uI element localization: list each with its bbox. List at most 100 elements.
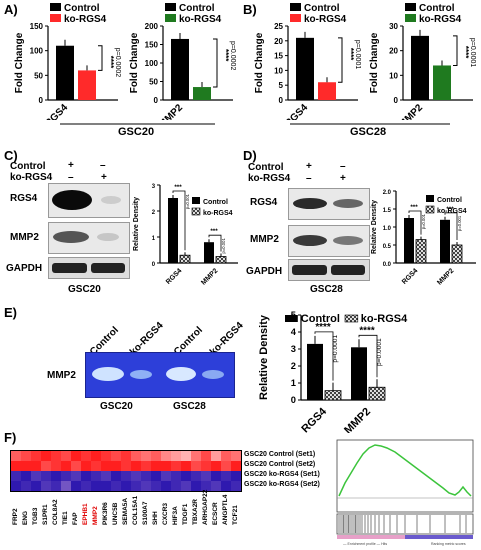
heatmap-cell <box>101 471 111 481</box>
legend-swatch-ko <box>50 14 61 22</box>
bar-ko <box>433 65 451 100</box>
heatmap-cell <box>121 471 131 481</box>
panel-label-b: B) <box>243 2 257 17</box>
f-rank-bar-neg <box>405 535 473 539</box>
heatmap-cell <box>141 471 151 481</box>
y-tick-label: 150 <box>30 22 44 31</box>
legend-swatch-ko <box>290 14 301 22</box>
bar-control <box>404 218 414 263</box>
f-legend-profile: — Enrichment profile — Hits <box>343 542 387 546</box>
heatmap-cell <box>31 461 41 471</box>
heatmap-cell <box>31 471 41 481</box>
sig-stars: *** <box>410 204 418 211</box>
c-plus-1: + <box>68 160 74 171</box>
legend-label-ko: ko-RGS4 <box>437 208 467 215</box>
heatmap-cell <box>231 461 241 471</box>
c-rgs4-label: RGS4 <box>10 193 38 204</box>
x-tick-label: MMP2 <box>342 406 373 433</box>
heatmap-cell <box>231 451 241 461</box>
heatmap-cell <box>111 481 121 491</box>
y-tick-label: 150 <box>145 41 159 50</box>
bar-ko <box>324 390 342 401</box>
heatmap-cell <box>81 481 91 491</box>
heatmap-cell <box>201 461 211 471</box>
legend-label-ko: ko-RGS4 <box>64 14 107 25</box>
gene-label: TGB3 <box>32 507 39 525</box>
heatmap-cell <box>131 481 141 491</box>
bar-control <box>56 45 74 100</box>
gene-label: SEMA5A <box>122 497 129 525</box>
gene-label: TIE1 <box>62 511 69 525</box>
p-value: p=0.0002 <box>229 41 236 70</box>
group-label-gsc20-a: GSC20 <box>118 126 155 138</box>
heatmap-cell <box>121 461 131 471</box>
c-group-label: GSC20 <box>68 284 101 295</box>
y-tick-label: 0 <box>394 96 399 105</box>
heatmap-cell <box>51 481 61 491</box>
y-axis-label: Fold Change <box>254 32 265 93</box>
legend-label-ko: ko-RGS4 <box>361 313 408 325</box>
heatmap-cell <box>211 481 221 491</box>
f-enrichment-plot: — Enrichment profile — Hits Ranking metr… <box>336 439 474 546</box>
group-label-gsc28-b: GSC28 <box>350 126 387 138</box>
heatmap-cell <box>41 481 51 491</box>
heatmap-cell <box>231 481 241 491</box>
heatmap-cell <box>41 451 51 461</box>
y-tick-label: 5 <box>291 310 296 320</box>
legend-swatch-control <box>192 197 200 204</box>
heatmap-cell <box>151 471 161 481</box>
f-row-label-3: GSC20 ko-RGS4 (Set1) <box>244 471 320 478</box>
heatmap-cell <box>141 451 151 461</box>
heatmap-cell <box>221 461 231 471</box>
f-row-label-1: GSC20 Control (Set1) <box>244 451 316 458</box>
x-tick-label: RGS4 <box>165 267 184 286</box>
p-value: p=0.001 <box>457 215 462 231</box>
gene-label: FAP <box>72 512 79 525</box>
heatmap-cell <box>201 471 211 481</box>
heatmap-cell <box>11 461 21 471</box>
y-tick-label: 4 <box>291 327 297 337</box>
legend-label-control: Control <box>437 197 462 204</box>
x-tick-label: MMP2 <box>200 267 219 286</box>
heatmap-cell <box>171 471 181 481</box>
heatmap-cell <box>171 481 181 491</box>
d-plus-1: + <box>306 161 312 172</box>
heatmap-cell <box>81 451 91 461</box>
gene-label: UNC5B <box>112 502 119 525</box>
sig-bracket <box>208 234 222 252</box>
y-tick-label: 10 <box>274 66 283 75</box>
heatmap-cell <box>111 451 121 461</box>
y-tick-label: 1 <box>152 236 156 242</box>
bar-control <box>307 343 323 400</box>
heatmap-cell <box>181 481 191 491</box>
legend-label-control: Control <box>304 3 340 14</box>
y-tick-label: 1.0 <box>383 226 392 232</box>
y-tick-label: 5 <box>279 81 284 90</box>
heatmap-cell <box>101 451 111 461</box>
heatmap-cell <box>191 451 201 461</box>
sig-stars: **** <box>346 48 355 61</box>
heatmap-cell <box>71 461 81 471</box>
heatmap-cell <box>21 451 31 461</box>
y-axis-label: Relative Density <box>258 314 270 400</box>
d-treat-ko: ko-RGS4 <box>248 173 291 184</box>
legend-swatch-ko <box>191 207 201 216</box>
heatmap-cell <box>61 481 71 491</box>
sig-bracket <box>338 37 343 83</box>
gene-label: FRP2 <box>12 508 19 525</box>
panel-label-d: D) <box>243 148 257 163</box>
bar-ko <box>368 386 386 401</box>
sig-stars: **** <box>221 49 230 62</box>
c-treat-ko: ko-RGS4 <box>10 172 53 183</box>
d-plus-2: + <box>340 173 346 184</box>
c-plus-2: + <box>101 172 107 183</box>
heatmap-cell <box>181 471 191 481</box>
f-enrichment-curve <box>338 444 472 497</box>
c-mmp2-label: MMP2 <box>10 232 39 243</box>
d-gapdh-label: GAPDH <box>246 266 283 277</box>
legend-swatch-ko <box>405 14 416 22</box>
sig-stars: *** <box>446 206 454 213</box>
heatmap-cell <box>61 471 71 481</box>
gene-label: TBXA2R <box>192 498 199 525</box>
